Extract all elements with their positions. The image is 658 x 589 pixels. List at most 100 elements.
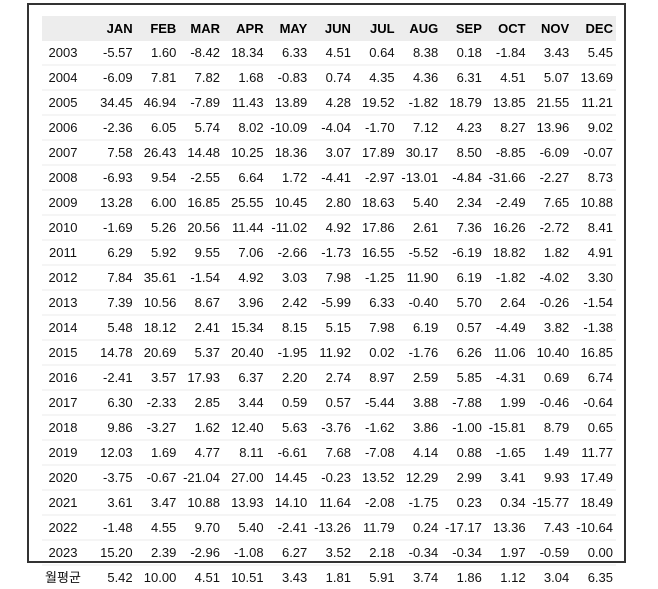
- value-cell: 1.97: [500, 545, 526, 560]
- column-header: JUL: [370, 21, 395, 36]
- value-cell: 34.45: [100, 95, 133, 110]
- value-cell: 1.12: [500, 570, 526, 585]
- value-cell: 7.39: [107, 295, 133, 310]
- value-cell: 5.63: [281, 420, 308, 435]
- value-cell: 7.68: [325, 445, 351, 460]
- value-cell: 5.07: [543, 70, 570, 85]
- value-cell: -21.04: [183, 470, 220, 485]
- value-cell: -10.64: [576, 520, 613, 535]
- value-cell: 3.74: [412, 570, 439, 585]
- row-label: 2023: [48, 545, 78, 560]
- value-cell: 1.60: [151, 45, 177, 60]
- value-cell: 20.56: [187, 220, 220, 235]
- value-cell: -1.95: [277, 345, 308, 360]
- value-cell: -1.75: [408, 495, 439, 510]
- value-cell: 4.92: [325, 220, 351, 235]
- value-cell: 18.63: [362, 195, 395, 210]
- value-cell: 3.04: [543, 570, 570, 585]
- value-cell: 1.49: [543, 445, 570, 460]
- value-cell: -2.97: [364, 170, 395, 185]
- table-row: 2004 -6.09 7.81 7.82 1.68 -0.83 0.74 4.35 4.36 6.…: [42, 65, 616, 90]
- value-cell: 17.89: [362, 145, 395, 160]
- value-cell: 3.43: [543, 45, 570, 60]
- value-cell: 13.85: [493, 95, 526, 110]
- value-cell: 9.54: [151, 170, 177, 185]
- row-label: 2017: [48, 395, 78, 410]
- value-cell: 4.51: [325, 45, 351, 60]
- value-cell: 12.29: [405, 470, 439, 485]
- value-cell: 7.82: [194, 70, 220, 85]
- value-cell: -0.07: [583, 145, 613, 160]
- table-row: 2009 13.28 6.00 16.85 25.55 10.45 2.80 18.63 5.4…: [42, 190, 616, 215]
- value-cell: 18.34: [231, 45, 264, 60]
- value-cell: 1.69: [151, 445, 177, 460]
- value-cell: 4.51: [500, 70, 526, 85]
- table-row: 2005 34.45 46.94 -7.89 11.43 13.89 4.28 19.52 -1…: [42, 90, 616, 115]
- table-row: 2016 -2.41 3.57 17.93 6.37 2.20 2.74 8.97 2.59 5.…: [42, 365, 616, 390]
- value-cell: 6.05: [151, 120, 177, 135]
- value-cell: 10.88: [580, 195, 613, 210]
- value-cell: -1.48: [103, 520, 133, 535]
- value-cell: 5.70: [456, 295, 482, 310]
- value-cell: 25.55: [231, 195, 264, 210]
- value-cell: 6.26: [456, 345, 482, 360]
- column-header: DEC: [585, 21, 613, 36]
- value-cell: -0.64: [583, 395, 613, 410]
- value-cell: -1.84: [495, 45, 526, 60]
- value-cell: -2.55: [190, 170, 220, 185]
- table-row: 2007 7.58 26.43 14.48 10.25 18.36 3.07 17.89 30.…: [42, 140, 616, 165]
- value-cell: -1.82: [495, 270, 526, 285]
- value-cell: 2.18: [369, 545, 395, 560]
- value-cell: -11.02: [271, 220, 308, 235]
- value-cell: 3.44: [238, 395, 264, 410]
- value-cell: 8.73: [587, 170, 613, 185]
- value-cell: 9.02: [587, 120, 613, 135]
- value-cell: -17.17: [445, 520, 482, 535]
- column-header: APR: [236, 21, 264, 36]
- value-cell: 7.81: [151, 70, 177, 85]
- value-cell: -2.49: [495, 195, 526, 210]
- value-cell: 2.80: [325, 195, 351, 210]
- value-cell: 0.18: [456, 45, 482, 60]
- value-cell: 7.98: [369, 320, 395, 335]
- value-cell: -5.57: [103, 45, 133, 60]
- value-cell: 3.30: [587, 270, 613, 285]
- value-cell: -0.46: [539, 395, 570, 410]
- column-header: MAR: [190, 21, 220, 36]
- value-cell: 5.45: [587, 45, 613, 60]
- value-cell: -4.31: [495, 370, 526, 385]
- value-cell: 26.43: [143, 145, 177, 160]
- value-cell: 3.96: [238, 295, 264, 310]
- value-cell: 12.03: [100, 445, 133, 460]
- value-cell: 16.85: [187, 195, 220, 210]
- value-cell: 6.30: [107, 395, 133, 410]
- value-cell: 3.82: [543, 320, 570, 335]
- value-cell: 11.21: [581, 95, 613, 110]
- value-cell: 14.78: [100, 345, 133, 360]
- value-cell: -7.08: [364, 445, 395, 460]
- value-cell: 0.65: [587, 420, 613, 435]
- value-cell: 10.51: [231, 570, 264, 585]
- value-cell: 9.93: [543, 470, 570, 485]
- value-cell: -13.26: [314, 520, 351, 535]
- value-cell: 5.92: [151, 245, 177, 260]
- value-cell: -10.09: [270, 120, 308, 135]
- value-cell: 3.57: [151, 370, 177, 385]
- value-cell: 30.17: [405, 145, 439, 160]
- value-cell: -2.72: [539, 220, 570, 235]
- value-cell: 13.28: [100, 195, 133, 210]
- value-cell: 14.45: [274, 470, 308, 485]
- value-cell: 2.20: [281, 370, 308, 385]
- table-row: 2019 12.03 1.69 4.77 8.11 -6.61 7.68 -7.08 4.14 0…: [42, 440, 616, 465]
- value-cell: 7.58: [107, 145, 133, 160]
- value-cell: 12.40: [231, 420, 264, 435]
- row-label: 2006: [48, 120, 78, 135]
- table-row: 2018 9.86 -3.27 1.62 12.40 5.63 -3.76 -1.62 3.86…: [42, 415, 616, 440]
- row-label: 2005: [48, 95, 78, 110]
- value-cell: 8.97: [369, 370, 395, 385]
- value-cell: 3.41: [500, 470, 526, 485]
- value-cell: -3.27: [146, 420, 177, 435]
- value-cell: -4.02: [539, 270, 570, 285]
- value-cell: 5.74: [194, 120, 220, 135]
- value-cell: 0.69: [543, 370, 570, 385]
